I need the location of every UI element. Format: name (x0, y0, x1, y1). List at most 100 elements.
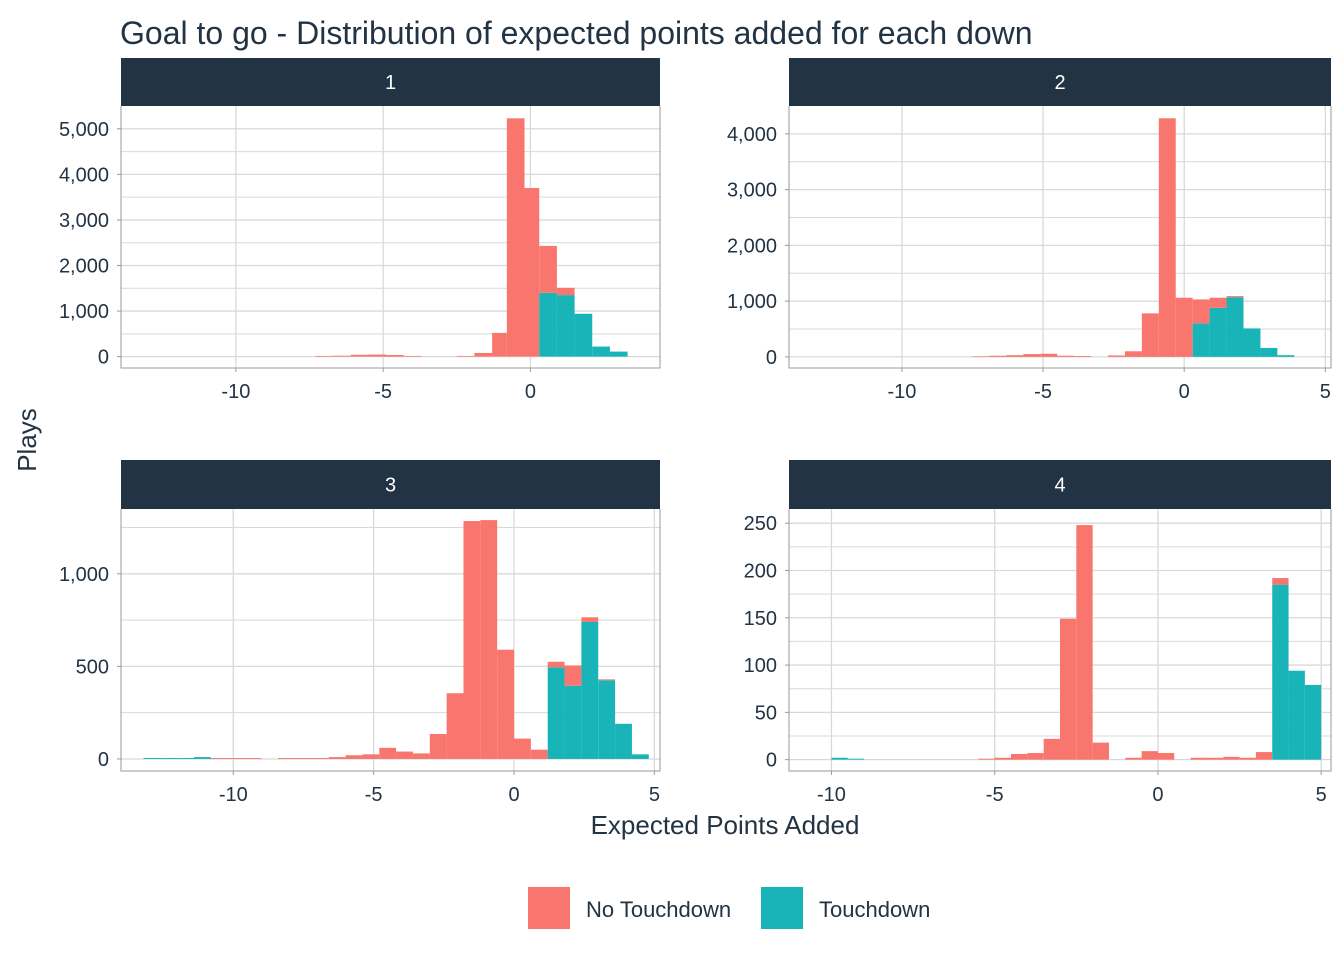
bar-no-touchdown (530, 749, 548, 759)
x-tick-label: 0 (525, 381, 536, 403)
bar-touchdown (539, 292, 557, 357)
bar-no-touchdown (1141, 313, 1159, 357)
bar-touchdown (631, 754, 649, 759)
bar-touchdown (1243, 328, 1261, 357)
facet-strip-label: 1 (385, 72, 396, 94)
panel-1: 1 0 1,000 2,000 3,000 4,000 5,000 -10 -5 0 (59, 58, 661, 403)
bar-no-touchdown (1076, 525, 1093, 760)
y-tick-label: 4,000 (59, 164, 109, 186)
bar-touchdown (609, 351, 628, 357)
bar-no-touchdown (497, 649, 515, 759)
bar-no-touchdown (1023, 354, 1041, 357)
bar-touchdown (581, 621, 599, 759)
x-tick-label: -10 (219, 784, 248, 806)
bar-no-touchdown (480, 520, 498, 759)
bar-touchdown (592, 346, 610, 357)
facet-strip-label: 2 (1054, 72, 1065, 94)
bar-no-touchdown (1157, 753, 1175, 760)
bar-no-touchdown (1074, 356, 1092, 357)
bar-no-touchdown (278, 758, 296, 759)
bar-no-touchdown (1124, 351, 1142, 357)
bar-no-touchdown (379, 747, 397, 759)
bar-no-touchdown (539, 245, 557, 293)
legend: No Touchdown Touchdown (528, 887, 930, 929)
bar-no-touchdown (1192, 299, 1210, 324)
bar-no-touchdown (978, 758, 995, 760)
bar-no-touchdown (1190, 757, 1207, 760)
bar-no-touchdown (1060, 618, 1077, 760)
panels: 1 0 1,000 2,000 3,000 4,000 5,000 -10 -5 0 2 0 1,000… (59, 58, 1332, 806)
facet-strip (121, 58, 660, 106)
facet-strip (121, 460, 660, 509)
bar-no-touchdown (994, 757, 1012, 760)
bar-no-touchdown (311, 758, 329, 759)
bar-no-touchdown (1255, 752, 1273, 760)
legend-label-no-touchdown: No Touchdown (586, 897, 731, 922)
bar-no-touchdown (210, 758, 228, 759)
bar-no-touchdown (1158, 118, 1176, 357)
bar-no-touchdown (456, 355, 475, 357)
bar-no-touchdown (362, 754, 380, 759)
x-tick-label: -10 (221, 381, 250, 403)
panel-border (120, 509, 661, 772)
y-tick-label: 3,000 (727, 180, 777, 202)
y-tick-label: 150 (744, 608, 777, 630)
y-tick-label: 200 (744, 560, 777, 582)
x-tick-label: -5 (986, 784, 1004, 806)
bar-no-touchdown (386, 355, 404, 357)
y-tick-label: 0 (766, 347, 777, 369)
bar-touchdown (615, 723, 632, 759)
x-axis-label: Expected Points Added (591, 810, 860, 840)
bar-no-touchdown (492, 332, 507, 357)
bar-touchdown (564, 685, 582, 759)
bar-no-touchdown (244, 758, 262, 759)
legend-label-touchdown: Touchdown (819, 897, 930, 922)
x-tick-label: 0 (1179, 381, 1190, 403)
bar-no-touchdown (1239, 757, 1256, 760)
bar-no-touchdown (328, 757, 346, 759)
bar-touchdown (1288, 670, 1305, 760)
panel-2: 2 0 1,000 2,000 3,000 4,000 -10 -5 0 5 (727, 58, 1332, 403)
y-tick-label: 2,000 (727, 235, 777, 257)
chart-title: Goal to go - Distribution of expected po… (120, 15, 1033, 51)
bar-touchdown (831, 757, 848, 760)
panel-border (120, 106, 661, 369)
bar-no-touchdown (350, 354, 369, 357)
bar-no-touchdown (1226, 296, 1244, 298)
bar-no-touchdown (1040, 353, 1058, 357)
bar-touchdown (1260, 347, 1278, 357)
bar-no-touchdown (463, 521, 481, 759)
bar-no-touchdown (989, 355, 1007, 357)
y-tick-label: 250 (744, 513, 777, 535)
y-tick-label: 2,000 (59, 255, 109, 277)
bar-no-touchdown (345, 755, 363, 759)
facet-strip-label: 4 (1054, 475, 1065, 497)
bar-no-touchdown (446, 693, 464, 759)
x-tick-label: -10 (887, 381, 916, 403)
bar-no-touchdown (972, 356, 990, 357)
y-tick-label: 100 (744, 655, 777, 677)
bar-no-touchdown (1006, 355, 1024, 357)
bar-touchdown (1226, 297, 1244, 357)
bar-no-touchdown (1043, 738, 1060, 760)
y-axis-label: Plays (12, 408, 42, 472)
bar-no-touchdown (1092, 742, 1109, 760)
bar-no-touchdown (506, 118, 525, 357)
bar-no-touchdown (547, 661, 565, 668)
facet-strip-label: 3 (385, 475, 396, 497)
bar-touchdown (160, 758, 178, 759)
y-tick-label: 5,000 (59, 119, 109, 141)
bar-no-touchdown (1175, 297, 1193, 357)
bar-no-touchdown (1272, 578, 1289, 585)
bar-touchdown (143, 758, 161, 759)
bar-touchdown (574, 313, 593, 357)
bar-no-touchdown (295, 758, 312, 759)
bar-touchdown (598, 680, 616, 759)
y-tick-label: 3,000 (59, 210, 109, 232)
bar-touchdown (847, 758, 865, 760)
bar-no-touchdown (514, 738, 531, 759)
bar-no-touchdown (564, 665, 582, 686)
bar-touchdown (1272, 584, 1289, 760)
